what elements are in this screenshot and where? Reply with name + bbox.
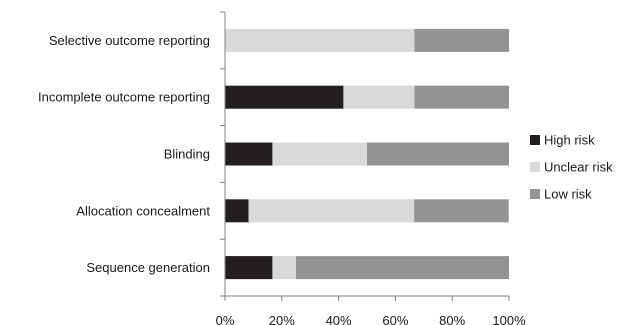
bar-selective-outcome-reporting-low-risk [414, 28, 509, 52]
legend-swatch-unclear-risk [530, 162, 540, 172]
x-tick-label: 100% [492, 313, 526, 325]
x-tick-label: 20% [269, 313, 295, 325]
bar-blinding-unclear-risk [272, 142, 367, 166]
bar-blinding-high-risk [225, 142, 273, 166]
x-tick-label: 40% [326, 313, 352, 325]
bar-allocation-concealment-high-risk [225, 199, 249, 223]
legend-label-high-risk: High risk [544, 133, 595, 148]
legend-swatch-low-risk [530, 189, 540, 199]
category-labels: Selective outcome reporting Incomplete ou… [38, 33, 210, 275]
bar-incomplete-outcome-reporting-high-risk [225, 85, 344, 109]
legend-label-low-risk: Low risk [544, 187, 592, 202]
x-tick-labels: 0% 20% 40% 60% 80% 100% [216, 313, 526, 325]
legend-label-unclear-risk: Unclear risk [544, 160, 613, 175]
category-label-incomplete-outcome-reporting: Incomplete outcome reporting [38, 90, 210, 105]
bar-blinding-low-risk [367, 142, 509, 166]
x-tick-label: 80% [439, 313, 465, 325]
legend-swatch-high-risk [530, 135, 540, 145]
x-tick-label: 0% [216, 313, 235, 325]
category-label-sequence-generation: Sequence generation [86, 260, 210, 275]
bar-incomplete-outcome-reporting-low-risk [414, 85, 509, 109]
axes-group [220, 11, 510, 301]
bar-selective-outcome-reporting-unclear-risk [225, 28, 415, 52]
bar-allocation-concealment-low-risk [414, 199, 509, 223]
bar-sequence-generation-high-risk [225, 256, 273, 280]
bar-allocation-concealment-unclear-risk [248, 199, 415, 223]
category-label-selective-outcome-reporting: Selective outcome reporting [49, 33, 210, 48]
category-label-blinding: Blinding [164, 147, 210, 162]
x-tick-label: 60% [382, 313, 408, 325]
bar-sequence-generation-unclear-risk [272, 256, 296, 280]
bar-incomplete-outcome-reporting-unclear-risk [343, 85, 415, 109]
bars-group [225, 28, 509, 280]
legend: High risk Unclear risk Low risk [530, 133, 613, 202]
bar-sequence-generation-low-risk [296, 256, 509, 280]
category-label-allocation-concealment: Allocation concealment [76, 203, 210, 218]
